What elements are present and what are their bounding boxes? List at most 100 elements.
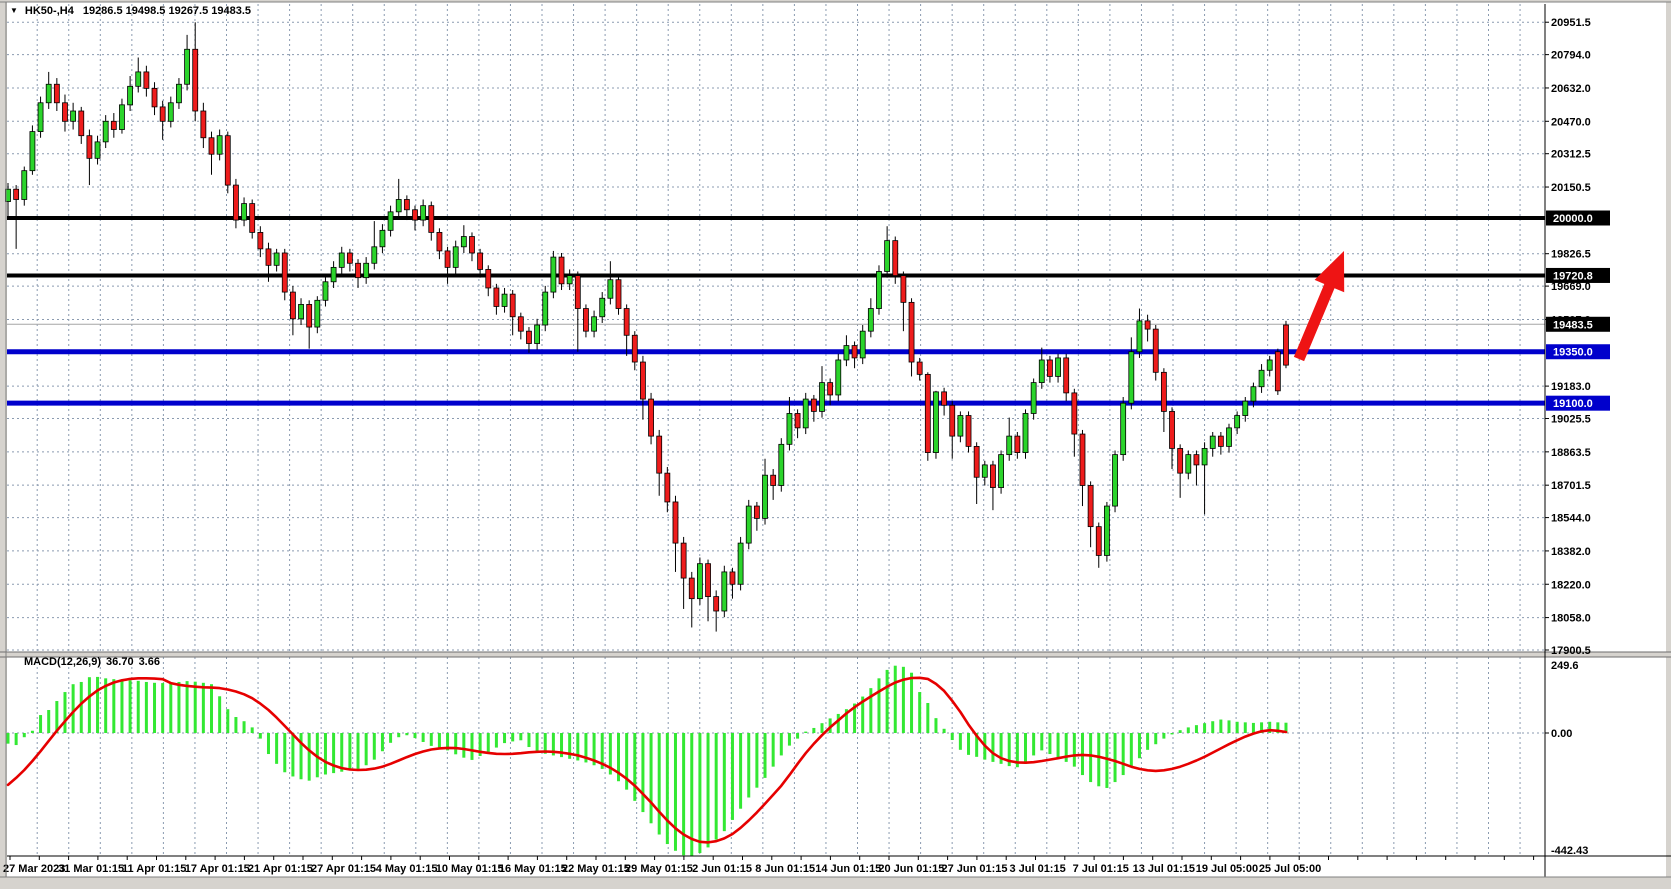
candle <box>460 236 467 248</box>
candle <box>1055 357 1061 377</box>
candle <box>208 137 215 155</box>
macd-histogram-bar <box>112 679 116 733</box>
candle <box>119 104 125 130</box>
macd-histogram-bar <box>210 684 213 733</box>
candle <box>1226 427 1232 447</box>
candle <box>916 361 923 375</box>
macd-histogram-bar <box>1105 733 1109 788</box>
time-axis-label: 17 Apr 01:15 <box>185 863 250 875</box>
candle <box>1250 386 1257 402</box>
candle <box>859 330 866 359</box>
macd-histogram-bar <box>250 727 254 733</box>
macd-histogram-bar <box>1146 733 1150 750</box>
macd-histogram-bar <box>1170 733 1174 735</box>
candle <box>770 474 777 486</box>
macd-histogram-bar <box>608 733 612 775</box>
symbol-dropdown-icon[interactable]: ▼ <box>10 6 18 15</box>
candle <box>933 391 939 453</box>
macd-histogram-bar <box>796 733 800 739</box>
price-label-box <box>1546 267 1610 283</box>
trend-arrow[interactable] <box>1293 251 1345 362</box>
candle <box>1030 382 1037 414</box>
macd-histogram-bar <box>698 733 702 854</box>
macd-histogram-bar <box>885 669 889 733</box>
candle <box>835 359 842 396</box>
candle <box>558 256 565 285</box>
macd-histogram-bar <box>942 728 946 733</box>
candle <box>794 413 801 429</box>
candle <box>273 252 280 266</box>
macd-histogram-bar <box>39 715 43 733</box>
macd-histogram-bar <box>1186 727 1190 733</box>
candle <box>1038 359 1045 384</box>
candle <box>127 85 133 106</box>
macd-histogram-bar <box>1284 722 1288 733</box>
candle <box>330 266 337 283</box>
panel-separator[interactable] <box>0 652 1671 657</box>
candle <box>1242 400 1249 416</box>
macd-histogram-bar <box>787 733 791 746</box>
price-tick-label: 19669.0 <box>1551 281 1591 293</box>
macd-histogram-bar <box>730 733 734 820</box>
macd-histogram-bar <box>1064 733 1068 762</box>
macd-histogram-bar <box>120 679 124 733</box>
macd-histogram-bar <box>1178 730 1182 733</box>
candle <box>656 435 663 474</box>
candle <box>1071 392 1078 435</box>
candle <box>1104 505 1110 556</box>
macd-histogram-bar <box>266 733 270 755</box>
candle <box>1144 320 1151 330</box>
candle <box>697 563 703 600</box>
candle <box>62 102 68 122</box>
candle <box>851 345 858 359</box>
macd-histogram-bar <box>1113 733 1117 783</box>
candle <box>1112 454 1118 507</box>
macd-histogram-bar <box>364 733 368 766</box>
time-axis-label: 19 Jul 05:00 <box>1196 863 1258 875</box>
macd-histogram-bar <box>389 733 393 743</box>
macd-histogram-bar <box>1072 733 1076 767</box>
symbol-name: HK50-,H4 <box>24 5 74 17</box>
macd-histogram-bar <box>926 702 930 733</box>
candle <box>355 262 361 279</box>
macd-histogram-bar <box>161 683 165 733</box>
macd-histogram-bar <box>779 733 783 756</box>
price-tick-label: 20150.5 <box>1551 182 1591 194</box>
macd-histogram-bar <box>722 733 726 832</box>
candle <box>371 246 378 264</box>
macd-histogram-bar <box>812 727 816 733</box>
macd-histogram-bar <box>1040 733 1044 751</box>
macd-histogram-bar <box>6 733 10 744</box>
macd-histogram-bar <box>283 733 287 773</box>
macd-histogram-bar <box>1048 733 1052 755</box>
candle <box>151 87 158 108</box>
macd-histogram-bar <box>1089 733 1093 783</box>
candle <box>53 83 60 104</box>
macd-histogram-bar <box>462 733 466 758</box>
candle <box>346 252 353 264</box>
macd-histogram-bar <box>1276 722 1280 733</box>
macd-histogram-bar <box>446 733 450 751</box>
candle <box>509 293 516 318</box>
macd-histogram-bar <box>104 678 108 733</box>
price-tick-label: 19826.5 <box>1551 249 1591 261</box>
macd-histogram-bar <box>87 677 91 733</box>
macd-histogram-bar <box>22 733 26 738</box>
candle <box>493 287 500 307</box>
macd-histogram-bar <box>315 733 319 778</box>
candle <box>517 316 524 332</box>
macd-histogram-bar <box>576 733 580 761</box>
candle <box>387 211 394 231</box>
macd-histogram-bar <box>1251 722 1255 733</box>
time-axis-label: 8 Jun 01:15 <box>755 863 815 875</box>
candle <box>1274 351 1281 392</box>
macd-histogram-bar <box>568 733 572 759</box>
macd-histogram-bar <box>934 718 938 733</box>
candle <box>192 48 199 112</box>
candle <box>786 413 793 445</box>
macd-histogram-bar <box>372 733 376 760</box>
candle <box>737 542 744 585</box>
candle <box>1128 351 1135 404</box>
macd-histogram-bar <box>804 731 808 733</box>
